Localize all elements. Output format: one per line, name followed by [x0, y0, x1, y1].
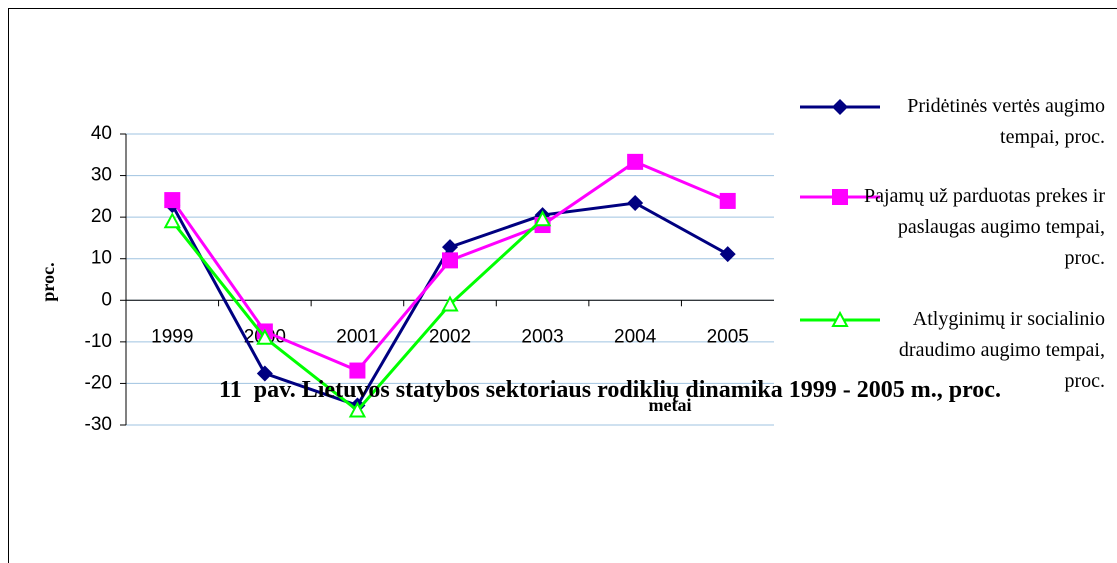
- marker: [348, 401, 367, 418]
- y-tick-label: 10: [91, 248, 112, 269]
- y-axis-label: proc.: [38, 262, 58, 301]
- y-tick-label: -30: [85, 414, 112, 435]
- marker: [442, 239, 458, 256]
- frame: [8, 8, 1117, 563]
- chart-title: 11 pav. Lietuvos statybos sektoriaus rod…: [219, 377, 1001, 403]
- y-tick-label: 30: [91, 165, 112, 186]
- legend-label: Pridėtinės vertės augimo tempai, proc.: [907, 95, 1105, 148]
- marker: [831, 310, 849, 327]
- y-tick-label: -20: [85, 372, 112, 393]
- marker: [627, 195, 644, 212]
- y-tick-label: 20: [91, 206, 112, 227]
- marker: [163, 212, 181, 229]
- x-axis-label: metai: [649, 395, 692, 415]
- marker: [256, 365, 273, 382]
- marker: [164, 192, 181, 209]
- marker: [441, 295, 459, 312]
- x-tick-label: 2005: [707, 326, 749, 347]
- y-tick-label: 40: [91, 123, 112, 144]
- legend-label: Atlyginimų ir socialinio draudimo augimo…: [898, 308, 1105, 392]
- x-tick-label: 1999: [151, 326, 193, 347]
- legend-label: Pajamų už parduotas prekes ir paslaugas …: [863, 185, 1105, 269]
- marker: [832, 99, 848, 115]
- x-tick-label: 2004: [614, 326, 657, 347]
- marker: [533, 210, 552, 227]
- marker: [832, 189, 848, 205]
- marker: [719, 192, 736, 209]
- marker: [256, 328, 274, 345]
- marker: [349, 362, 366, 379]
- marker: [627, 153, 644, 170]
- marker: [442, 252, 458, 269]
- x-tick-label: 2001: [336, 326, 378, 347]
- marker: [719, 246, 736, 263]
- y-tick-label: -10: [85, 331, 112, 352]
- y-tick-label: 0: [101, 289, 112, 310]
- x-tick-label: 2003: [521, 326, 563, 347]
- x-tick-label: 2002: [429, 326, 471, 347]
